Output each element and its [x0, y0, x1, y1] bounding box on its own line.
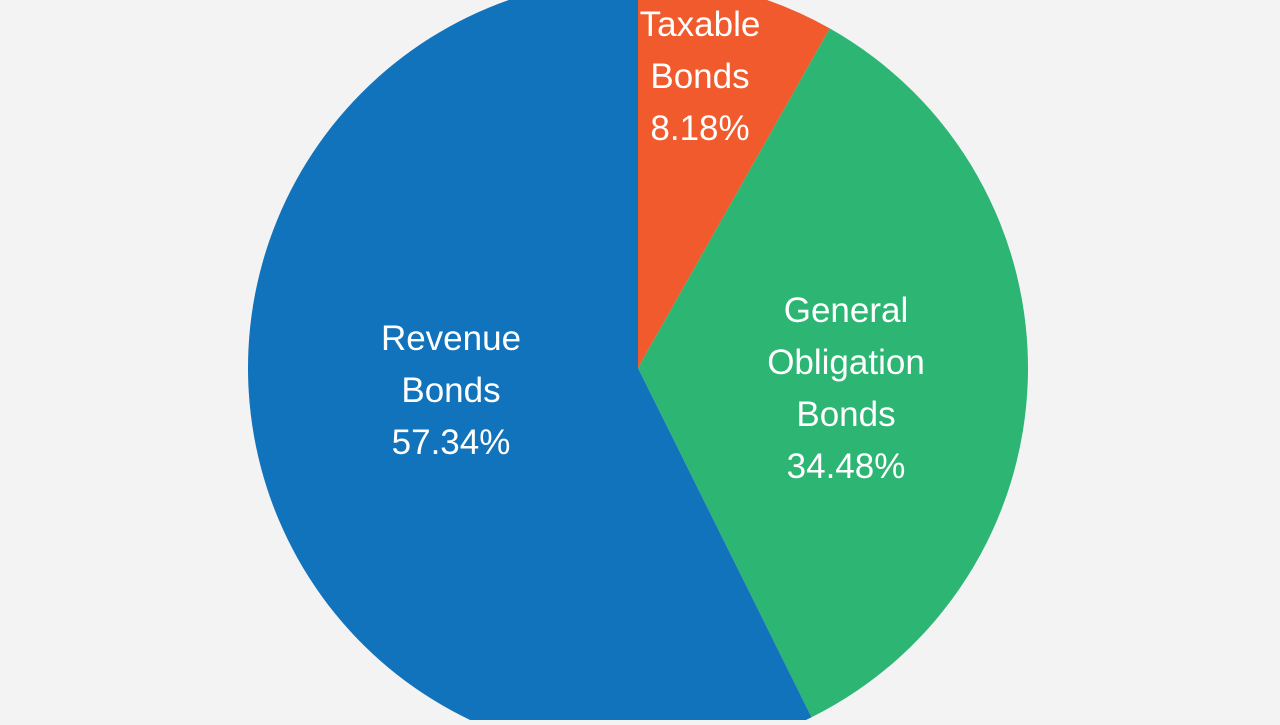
- pie-slice-general-obligation-bonds: [638, 28, 1028, 718]
- pie-slice-revenue-bonds: [248, 0, 812, 725]
- pie-slice-taxable-bonds: [638, 0, 830, 368]
- slice-label-taxable-bonds: Taxable Bonds 8.18%: [640, 5, 761, 148]
- slice-name-line: Obligation: [767, 343, 925, 382]
- slice-value-label: 8.18%: [650, 109, 749, 148]
- slice-label-general-obligation-bonds: General Obligation Bonds 34.48%: [767, 291, 925, 486]
- slice-name-line: Revenue: [381, 319, 521, 358]
- slice-name-line: Bonds: [650, 57, 749, 96]
- slice-value-label: 34.48%: [787, 447, 906, 486]
- pie-labels: Taxable Bonds 8.18% General Obligation Bonds 3…: [381, 5, 925, 486]
- slice-name-line: Bonds: [401, 371, 500, 410]
- slice-name-line: Bonds: [796, 395, 895, 434]
- slice-name-line: General: [784, 291, 909, 330]
- slice-label-revenue-bonds: Revenue Bonds 57.34%: [381, 319, 521, 462]
- pie-slices: [248, 0, 1028, 725]
- slice-value-label: 57.34%: [392, 423, 511, 462]
- slice-name-line: Taxable: [640, 5, 761, 44]
